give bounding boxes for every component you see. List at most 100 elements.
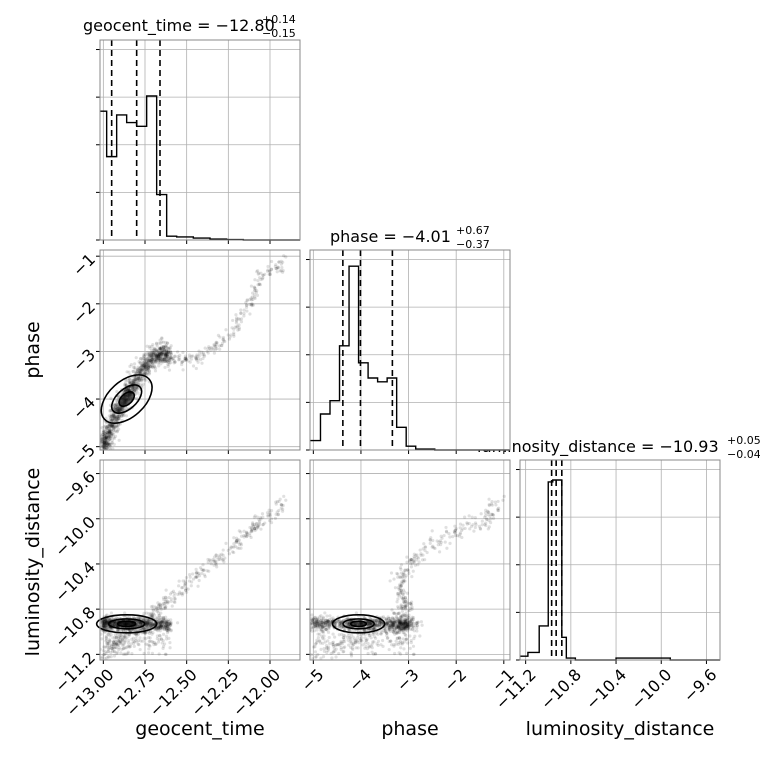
scatter-point <box>173 597 177 601</box>
scatter-point <box>136 622 141 626</box>
scatter-point <box>250 295 255 299</box>
scatter-point <box>409 618 413 622</box>
scatter-point <box>127 634 131 638</box>
scatter-point <box>141 626 145 630</box>
scatter-point <box>338 641 342 645</box>
scatter-point <box>157 611 161 615</box>
scatter-point <box>201 356 205 361</box>
scatter-point <box>100 440 103 444</box>
scatter-point <box>159 624 164 628</box>
scatter-point <box>448 541 452 545</box>
scatter-point <box>158 621 162 625</box>
scatter-point <box>253 524 257 529</box>
scatter-point <box>154 360 158 364</box>
scatter-point <box>319 626 323 630</box>
scatter-point <box>167 619 171 624</box>
scatter-point <box>382 616 387 621</box>
scatter-point <box>165 341 169 345</box>
scatter-point <box>212 342 216 347</box>
scatter-point <box>130 651 134 656</box>
scatter-point <box>147 647 151 651</box>
scatter-point <box>148 358 152 363</box>
scatter-point <box>117 438 121 442</box>
scatter-point <box>112 649 116 654</box>
scatter-point <box>484 514 488 518</box>
scatter-point <box>147 354 151 358</box>
scatter-point <box>109 429 114 433</box>
scatter-point <box>164 352 168 356</box>
scatter-point <box>155 349 160 353</box>
scatter-point <box>162 618 166 623</box>
scatter-point <box>395 571 399 576</box>
y-tick-label: −5 <box>69 440 99 470</box>
scatter-point <box>138 361 142 365</box>
scatter-point <box>334 655 338 659</box>
scatter-point <box>165 350 170 354</box>
scatter-point <box>376 624 380 628</box>
scatter-point <box>143 631 147 635</box>
scatter-point <box>244 301 248 305</box>
scatter-point <box>402 601 407 605</box>
scatter-point <box>118 408 122 412</box>
scatter-point <box>347 620 351 625</box>
scatter-point <box>105 621 109 625</box>
scatter-point <box>194 567 198 571</box>
scatter-point <box>379 623 383 627</box>
scatter-point <box>363 636 367 640</box>
scatter-point <box>399 622 403 626</box>
scatter-point <box>102 445 106 449</box>
scatter-point <box>404 604 408 608</box>
scatter-point <box>159 615 163 620</box>
scatter-point <box>401 592 405 596</box>
scatter-point <box>149 359 153 363</box>
scatter-point <box>212 351 217 355</box>
scatter-point <box>274 512 278 516</box>
scatter-point <box>397 630 401 635</box>
scatter-point <box>164 625 168 629</box>
scatter-point <box>110 621 114 626</box>
scatter-point <box>405 591 410 595</box>
scatter-point <box>101 435 105 439</box>
scatter-point <box>161 357 166 362</box>
scatter-point <box>400 640 404 645</box>
scatter-point <box>315 638 319 642</box>
scatter-point <box>404 633 408 638</box>
scatter-point <box>104 436 109 440</box>
scatter-point <box>157 359 161 363</box>
scatter-point <box>103 444 107 448</box>
scatter-point <box>140 364 144 368</box>
scatter-point <box>154 354 158 359</box>
scatter-point <box>387 620 392 624</box>
scatter-point <box>138 369 142 373</box>
scatter-point <box>389 624 393 629</box>
scatter-point <box>306 616 309 619</box>
scatter-point <box>320 621 324 625</box>
scatter-point <box>168 350 172 354</box>
scatter-point <box>483 522 487 527</box>
scatter-point <box>257 271 261 275</box>
scatter-point <box>191 572 195 576</box>
scatter-point <box>280 503 284 507</box>
scatter-point <box>403 579 407 583</box>
scatter-point <box>136 632 141 636</box>
scatter-point <box>161 638 165 643</box>
scatter-point <box>403 619 407 623</box>
scatter-point <box>385 621 389 625</box>
scatter-point <box>114 642 119 647</box>
scatter-point <box>224 541 228 545</box>
scatter-point <box>368 621 372 625</box>
scatter-point <box>166 629 170 633</box>
scatter-point <box>106 428 110 432</box>
scatter-point <box>458 526 462 530</box>
scatter-point <box>402 573 406 577</box>
scatter-point <box>237 327 241 332</box>
scatter-point <box>142 363 146 368</box>
scatter-point <box>395 622 399 626</box>
scatter-point <box>103 645 107 649</box>
scatter-point <box>403 627 407 632</box>
scatter-point <box>491 516 496 520</box>
scatter-point <box>161 348 166 352</box>
scatter-point <box>116 415 120 419</box>
scatter-point <box>323 620 327 625</box>
scatter-point <box>132 380 136 384</box>
